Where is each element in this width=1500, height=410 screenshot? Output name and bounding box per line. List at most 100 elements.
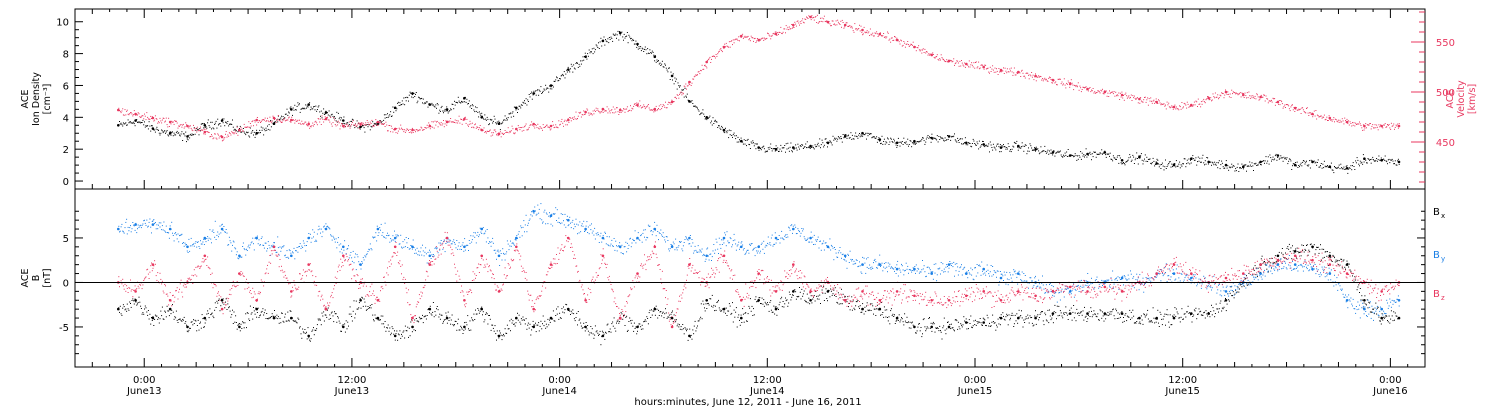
ion-density-sample [848,137,850,139]
velocity-sample [248,121,250,123]
bx-sample [1171,324,1173,326]
velocity-sample [848,25,850,27]
ion-density-sample [632,38,634,40]
velocity-sample [1292,104,1293,106]
velocity-sample [1394,126,1396,128]
ion-density-sample [218,123,220,125]
ion-density-sample [1261,161,1263,163]
bx-sample [261,310,263,312]
bx-sample [1135,322,1137,324]
bx-sample [439,318,441,320]
velocity-sample [741,35,743,37]
ion-density-sample [1313,160,1315,162]
ion-density-sample [1059,150,1061,152]
bx-sample [853,307,855,309]
velocity-sample [1351,125,1353,127]
bx-sample [418,316,420,318]
bx-sample [563,306,564,308]
ion-density-sample [1249,161,1251,163]
velocity-sample [992,69,994,71]
ion-density-sample [950,136,952,138]
velocity-sample [459,122,461,124]
ion-density-sample [478,116,480,118]
bx-sample [802,295,804,297]
bx-sample [1116,318,1118,319]
velocity-sample [346,124,348,126]
velocity-sample [1287,104,1289,106]
bx-sample [522,316,524,318]
velocity-sample [253,119,255,121]
velocity-sample [798,22,800,24]
velocity-sample [1092,88,1094,89]
bx-sample [428,308,430,309]
bx-sample [395,333,397,335]
ion-density-sample [373,125,374,126]
velocity-sample [998,68,1000,69]
ion-density-sample [485,119,487,121]
top-left-ylabel-line: ACE [20,90,31,109]
bx-sample [953,329,955,331]
bx-sample [416,320,418,322]
velocity-sample [138,113,140,115]
ion-density-sample [1267,160,1269,162]
bx-sample [623,314,625,316]
ion-density-sample [314,109,316,111]
ion-density-sample [951,135,953,137]
velocity-sample [1324,119,1326,121]
velocity-sample [164,121,166,123]
ion-density-sample [936,139,938,141]
ion-density-sample [897,145,899,147]
ion-density-sample [435,104,437,106]
ion-density-sample [1008,146,1010,147]
ion-density-sample [1319,166,1321,168]
velocity-sample [1079,85,1081,87]
bx-sample [1197,313,1199,315]
velocity-sample [301,120,303,122]
velocity-sample [242,130,244,132]
bx-sample [150,323,152,325]
velocity-sample [409,129,411,130]
bx-sample [399,330,401,332]
ion-density-sample [594,49,596,51]
bx-sample [134,298,136,300]
ion-density-sample [594,51,596,53]
ion-density-sample [201,123,203,125]
velocity-sample [1108,96,1110,97]
bx-sample [621,313,623,315]
ion-density-sample [837,138,839,140]
velocity-sample [940,54,942,56]
bx-sample [268,317,270,319]
velocity-sample [816,14,818,16]
ion-density-sample [1121,163,1123,165]
ion-density-sample [366,124,368,125]
bx-sample [400,337,402,339]
bx-sample [616,320,618,322]
velocity-sample [1320,115,1322,117]
velocity-sample [570,117,571,119]
bx-sample [386,327,388,329]
velocity-sample [589,112,591,114]
velocity-sample [548,126,550,128]
bx-sample [388,330,390,332]
velocity-sample [573,116,575,118]
ion-density-sample [1380,159,1381,161]
velocity-sample [640,107,642,109]
bx-point [151,316,155,320]
bx-sample [711,305,712,307]
velocity-sample [797,20,799,22]
bx-sample [1156,319,1158,320]
velocity-sample [1267,102,1269,104]
ion-density-sample [555,79,557,81]
bx-sample [131,300,133,301]
velocity-sample [506,131,508,133]
ion-density-sample [568,70,570,72]
ion-density-sample [395,110,397,112]
velocity-sample [165,117,167,119]
ion-density-sample [354,127,356,129]
velocity-sample [553,127,555,129]
bx-sample [341,330,342,332]
bx-sample [667,316,669,318]
velocity-sample [830,25,832,27]
bx-sample [711,294,713,296]
bx-sample [858,306,860,308]
